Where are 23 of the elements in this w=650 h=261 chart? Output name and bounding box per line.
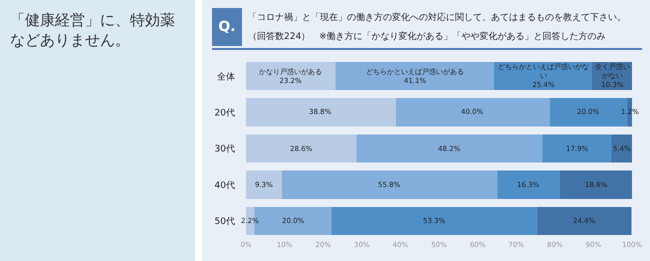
bar xyxy=(497,170,560,199)
text: 「健康経営」に、特効薬などありません。 xyxy=(10,10,176,50)
bar xyxy=(560,170,632,199)
bar xyxy=(537,206,632,236)
bar xyxy=(246,170,282,199)
bar xyxy=(332,206,538,236)
bar xyxy=(336,62,494,90)
bar xyxy=(396,98,550,126)
bar xyxy=(542,134,612,163)
bar xyxy=(246,98,396,126)
y-tick-label: 40代 xyxy=(214,180,235,191)
bar xyxy=(282,170,498,199)
bar xyxy=(246,62,336,90)
bar xyxy=(356,134,542,163)
y-tick-label: 20代 xyxy=(214,107,235,118)
y-tick-label: 30代 xyxy=(214,144,235,155)
chart-subtitle: （回答数224） ※働き方に「かなり変化がある」「やや変化がある」と回答した方のみ xyxy=(248,30,606,43)
text: Q. xyxy=(212,8,242,46)
bar xyxy=(246,134,356,163)
chart-title: 「コロナ禍」と「現在」の働き方の変化への対応に関して、あてはまるものを教えて下さい。 xyxy=(248,12,626,24)
y-tick-label: 50代 xyxy=(214,216,235,228)
y-tick-label: 全体 xyxy=(217,71,235,82)
bar xyxy=(612,134,632,163)
